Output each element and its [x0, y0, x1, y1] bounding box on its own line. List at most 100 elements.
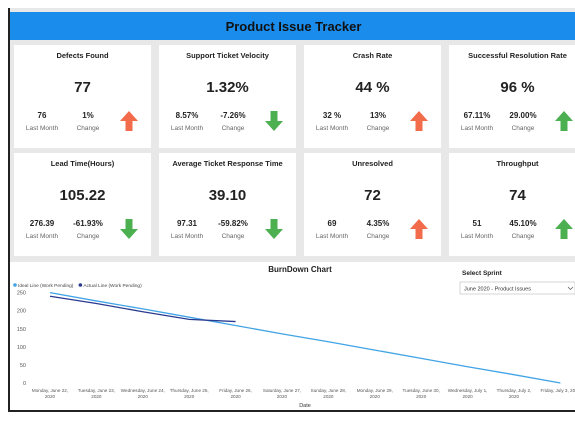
legend-marker [78, 283, 83, 287]
last-month-label: Last Month [25, 233, 59, 240]
y-tick-label: 50 [20, 363, 26, 369]
change-value: -61.93% [73, 219, 103, 228]
card-value: 39.10 [208, 187, 247, 204]
sprint-selected[interactable]: June 2020 - Product Issues [464, 287, 531, 293]
x-tick-label: Wednesday, June 24, 2020 [120, 388, 165, 399]
kpi-card: Defects Found 77 76 Last Month 1% Change [14, 45, 151, 148]
kpi-card: Successful Resolution Rate 96 % 67.11% Last… [449, 45, 575, 148]
change-value: 4.35% [366, 219, 390, 228]
card-value: 74 [509, 187, 526, 204]
kpi-card: Unresolved 72 69 Last Month 4.35% Change [304, 153, 441, 256]
series-line [49, 291, 561, 384]
last-month-value: 69 [327, 219, 337, 228]
legend-label: Actual Line (Work Pending) [83, 283, 142, 289]
dashboard: Product Issue Tracker Defects Found 77 76 L… [8, 8, 575, 412]
change-label: Change [511, 125, 535, 132]
trend-arrow [120, 111, 138, 131]
last-month-value: 8.57% [175, 111, 199, 120]
trend-arrow [265, 111, 283, 131]
dropdown-chevron[interactable] [567, 286, 574, 290]
arrow-shape [120, 219, 138, 239]
y-tick-label: 150 [17, 327, 26, 333]
card-value: 96 % [500, 79, 535, 96]
trend-arrow [555, 219, 573, 239]
kpi-card: Throughput 74 51 Last Month 45.10% Change [449, 153, 575, 256]
change-label: Change [221, 233, 245, 240]
arrow-shape [555, 219, 573, 239]
y-tick-label: 100 [17, 345, 26, 351]
chart-title: BurnDown Chart [268, 265, 332, 274]
sprint-dropdown[interactable] [459, 281, 575, 295]
arrow-shape [410, 111, 428, 131]
arrow-shape [265, 219, 283, 239]
card-value: 77 [74, 79, 91, 96]
card-value: 72 [364, 187, 381, 204]
last-month-value: 67.11% [463, 111, 491, 120]
change-value: 29.00% [509, 111, 537, 120]
last-month-label: Last Month [315, 125, 349, 132]
change-label: Change [511, 233, 535, 240]
last-month-label: Last Month [460, 125, 494, 132]
kpi-card: Support Ticket Velocity 1.32% 8.57% Last Mo… [159, 45, 296, 148]
x-tick-label: Friday, July 3, 2020 [540, 388, 575, 393]
last-month-label: Last Month [170, 125, 204, 132]
legend-marker [13, 283, 17, 287]
y-tick-label: 0 [23, 381, 26, 387]
x-tick-label: Thursday, July 2, 2020 [496, 388, 532, 399]
card-title: Average Ticket Response Time [172, 159, 283, 168]
x-tick-label: Friday, June 26, 2020 [219, 388, 252, 399]
change-value: -59.82% [218, 219, 248, 228]
x-tick-label: Saturday, June 27, 2020 [262, 388, 302, 399]
kpi-card: Crash Rate 44 % 32 % Last Month 13% Change [304, 45, 441, 148]
y-tick-label: 250 [17, 291, 26, 297]
kpi-card: Lead Time(Hours) 105.22 276.39 Last Month -6… [14, 153, 151, 256]
last-month-label: Last Month [25, 125, 59, 132]
card-value: 44 % [355, 79, 390, 96]
card-title: Throughput [496, 159, 539, 168]
last-month-value: 32 % [322, 111, 342, 120]
legend-label: Ideal Line (Work Pending) [18, 283, 74, 289]
x-tick-label: Monday, June 29, 2020 [356, 388, 393, 399]
change-label: Change [366, 125, 390, 132]
x-axis-label: Date [299, 403, 311, 409]
card-title: Lead Time(Hours) [50, 159, 115, 168]
last-month-value: 51 [472, 219, 482, 228]
series-line [49, 295, 236, 323]
last-month-value: 76 [37, 111, 47, 120]
x-tick-label: Wednesday, July 1, 2020 [447, 388, 488, 399]
card-value: 1.32% [206, 79, 249, 96]
trend-arrow [120, 219, 138, 239]
x-tick-label: Sunday, June 28, 2020 [310, 388, 347, 399]
arrow-shape [410, 219, 428, 239]
chart: BurnDown Chart Date Select Sprint June 2… [13, 265, 575, 409]
x-tick-label: Thursday, June 25, 2020 [169, 388, 209, 399]
last-month-label: Last Month [170, 233, 204, 240]
trend-arrow [410, 111, 428, 131]
x-tick-label: Tuesday, June 23, 2020 [77, 388, 116, 399]
change-value: 1% [82, 111, 94, 120]
x-tick-label: Tuesday, June 30, 2020 [402, 388, 440, 399]
change-label: Change [76, 233, 100, 240]
header-title: Product Issue Tracker [10, 12, 575, 40]
card-title: Successful Resolution Rate [468, 51, 567, 60]
arrow-shape [120, 111, 138, 131]
change-value: -7.26% [220, 111, 246, 120]
arrow-shape [555, 111, 573, 131]
change-value: 13% [369, 111, 386, 120]
sprint-label: Select Sprint [462, 270, 503, 277]
change-label: Change [221, 125, 245, 132]
y-tick-label: 200 [17, 309, 26, 315]
card-value: 105.22 [59, 187, 106, 204]
last-month-label: Last Month [460, 233, 494, 240]
trend-arrow [555, 111, 573, 131]
last-month-label: Last Month [315, 233, 349, 240]
card-title: Defects Found [56, 51, 109, 60]
chart-panel: BurnDown Chart Date Select Sprint June 2… [10, 262, 575, 410]
trend-arrow [265, 219, 283, 239]
card-title: Crash Rate [352, 51, 393, 60]
change-label: Change [366, 233, 390, 240]
x-tick-label: Monday, June 22, 2020 [31, 388, 69, 399]
last-month-value: 276.39 [29, 219, 55, 228]
card-title: Unresolved [352, 159, 393, 168]
arrow-shape [265, 111, 283, 131]
